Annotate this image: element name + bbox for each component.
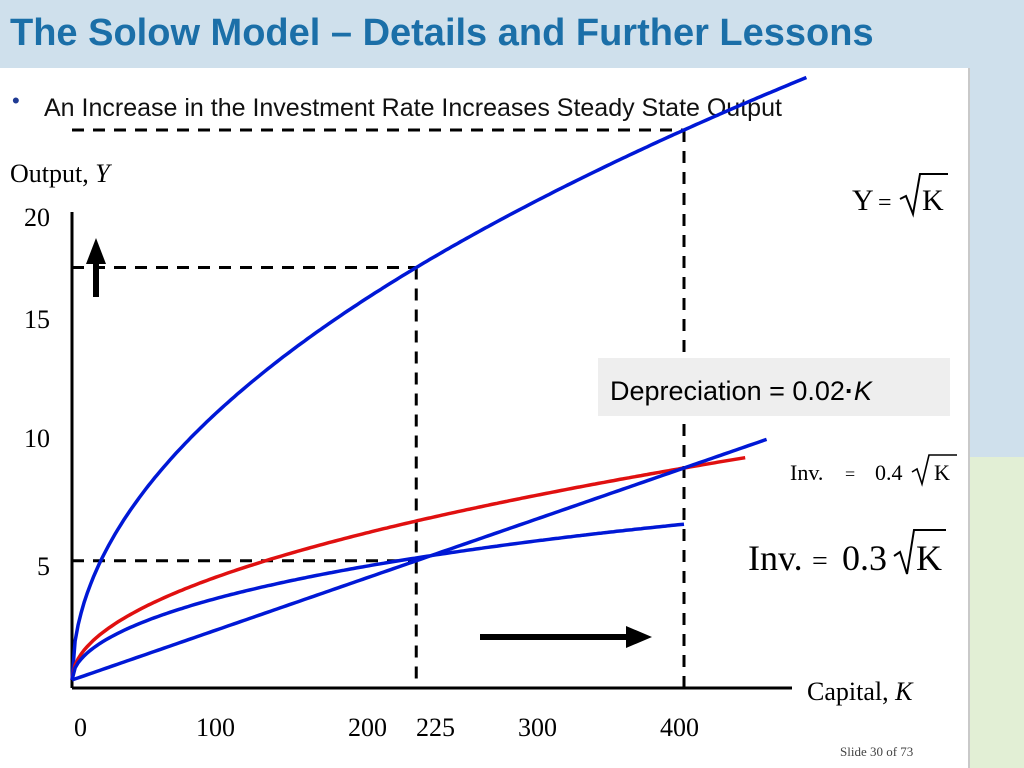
up-arrow-icon bbox=[86, 238, 106, 264]
right-accent-top bbox=[968, 62, 1024, 457]
inv-low-label: Inv. = 0.3 K bbox=[748, 529, 946, 578]
y-tick-labels: 5 10 15 20 bbox=[24, 203, 50, 581]
y-axis-label-var: Y bbox=[95, 159, 112, 188]
x-tick-label: 100 bbox=[196, 713, 235, 742]
y-tick-label: 5 bbox=[37, 552, 50, 581]
right-arrow-icon bbox=[626, 626, 652, 648]
x-tick-label: 300 bbox=[518, 713, 557, 742]
inv-low-coef: 0.3 bbox=[842, 538, 887, 578]
depreciation-label-text: Depreciation = 0.02 bbox=[610, 376, 845, 406]
inv-low-lhs: Inv. bbox=[748, 538, 803, 578]
slide-content bbox=[0, 68, 970, 768]
depreciation-label-dot: · bbox=[845, 376, 854, 406]
x-tick-label: 225 bbox=[416, 713, 455, 742]
series-0-line bbox=[70, 75, 808, 681]
series-2-line bbox=[70, 522, 685, 681]
reference-dashes bbox=[72, 128, 686, 688]
x-tick-labels: 0 100 200 225 300 400 bbox=[74, 713, 699, 742]
x-axis-label-var: K bbox=[894, 677, 914, 706]
x-axis-label-text: Capital, bbox=[807, 677, 895, 706]
output-label-eq: = bbox=[878, 190, 892, 216]
sqrt-icon bbox=[911, 454, 957, 487]
y-tick-label: 20 bbox=[24, 203, 50, 232]
sqrt-icon bbox=[899, 173, 948, 218]
series-3-line bbox=[71, 437, 768, 682]
series-1-line bbox=[70, 455, 746, 681]
x-tick-label: 200 bbox=[348, 713, 387, 742]
output-curve-label: Y = K bbox=[852, 173, 948, 218]
x-axis-label: Capital, K bbox=[807, 677, 914, 706]
curves bbox=[70, 75, 808, 682]
output-label-lhs: Y bbox=[852, 184, 874, 217]
bullet-icon: • bbox=[12, 88, 20, 113]
depreciation-label: Depreciation = 0.02·K bbox=[610, 376, 873, 406]
inv-low-eq: = bbox=[812, 546, 828, 577]
y-tick-label: 15 bbox=[24, 305, 50, 334]
inv-high-label: Inv. = 0.4 K bbox=[790, 454, 957, 487]
title-bar: The Solow Model – Details and Further Le… bbox=[0, 0, 1024, 68]
inv-low-rhs: K bbox=[916, 538, 942, 578]
inv-high-coef: 0.4 bbox=[875, 460, 903, 485]
inv-high-lhs: Inv. bbox=[790, 460, 823, 485]
bullet-text: An Increase in the Investment Rate Incre… bbox=[44, 94, 782, 122]
inv-high-rhs: K bbox=[934, 460, 950, 485]
y-axis-label: Output, Y bbox=[10, 159, 112, 188]
slide-number: Slide 30 of 73 bbox=[840, 744, 914, 759]
slide-title: The Solow Model – Details and Further Le… bbox=[10, 12, 874, 54]
sqrt-icon bbox=[893, 529, 946, 575]
depreciation-label-var: K bbox=[854, 376, 873, 406]
inv-high-eq: = bbox=[845, 464, 855, 484]
x-tick-label: 0 bbox=[74, 713, 87, 742]
x-tick-label: 400 bbox=[660, 713, 699, 742]
output-label-rhs: K bbox=[922, 184, 944, 217]
y-tick-label: 10 bbox=[24, 424, 50, 453]
y-axis-label-text: Output, bbox=[10, 159, 95, 188]
right-accent-bottom bbox=[968, 457, 1024, 768]
depreciation-label-box bbox=[598, 358, 950, 416]
